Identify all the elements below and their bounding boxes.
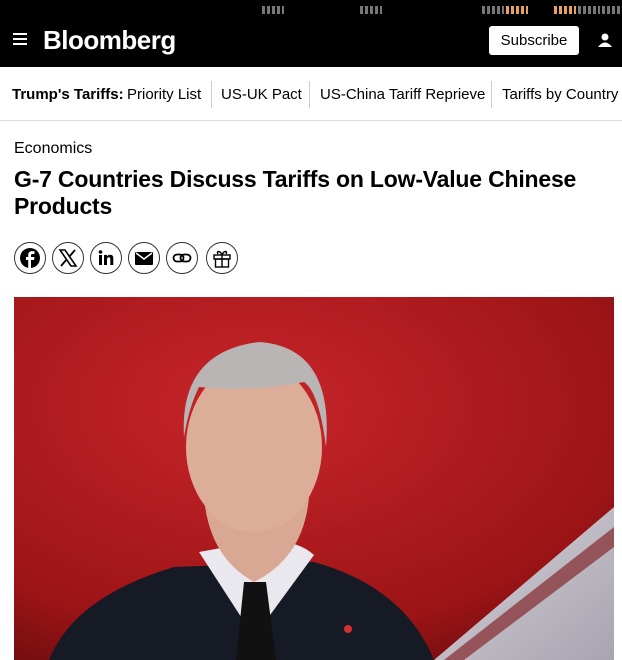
separator bbox=[309, 81, 310, 108]
copy-link[interactable] bbox=[166, 242, 198, 274]
share-facebook[interactable] bbox=[14, 242, 46, 274]
section-label[interactable]: Economics bbox=[14, 140, 93, 157]
headline: G-7 Countries Discuss Tariffs on Low-Val… bbox=[14, 166, 577, 219]
article-photo bbox=[14, 297, 614, 660]
subscribe-button[interactable]: Subscribe bbox=[489, 26, 579, 55]
top-bar: Bloomberg Subscribe bbox=[0, 0, 622, 67]
separator bbox=[211, 81, 212, 108]
logo[interactable]: Bloomberg bbox=[43, 25, 176, 55]
gift-article[interactable] bbox=[206, 242, 238, 274]
separator bbox=[491, 81, 492, 108]
share-linkedin[interactable] bbox=[90, 242, 122, 274]
share-email[interactable] bbox=[128, 242, 160, 274]
nav-item[interactable]: Priority List bbox=[127, 86, 202, 103]
account-icon[interactable] bbox=[598, 33, 612, 47]
share-x[interactable] bbox=[52, 242, 84, 274]
menu-button[interactable] bbox=[13, 33, 27, 48]
nav-item[interactable]: US-China Tariff Reprieve bbox=[320, 86, 486, 103]
topic-nav: Trump's Tariffs: Priority List US-UK Pac… bbox=[0, 67, 622, 121]
nav-item[interactable]: US-UK Pact bbox=[221, 86, 302, 103]
nav-label: Trump's Tariffs: bbox=[12, 86, 124, 103]
nav-item[interactable]: Tariffs by Country bbox=[502, 86, 619, 103]
